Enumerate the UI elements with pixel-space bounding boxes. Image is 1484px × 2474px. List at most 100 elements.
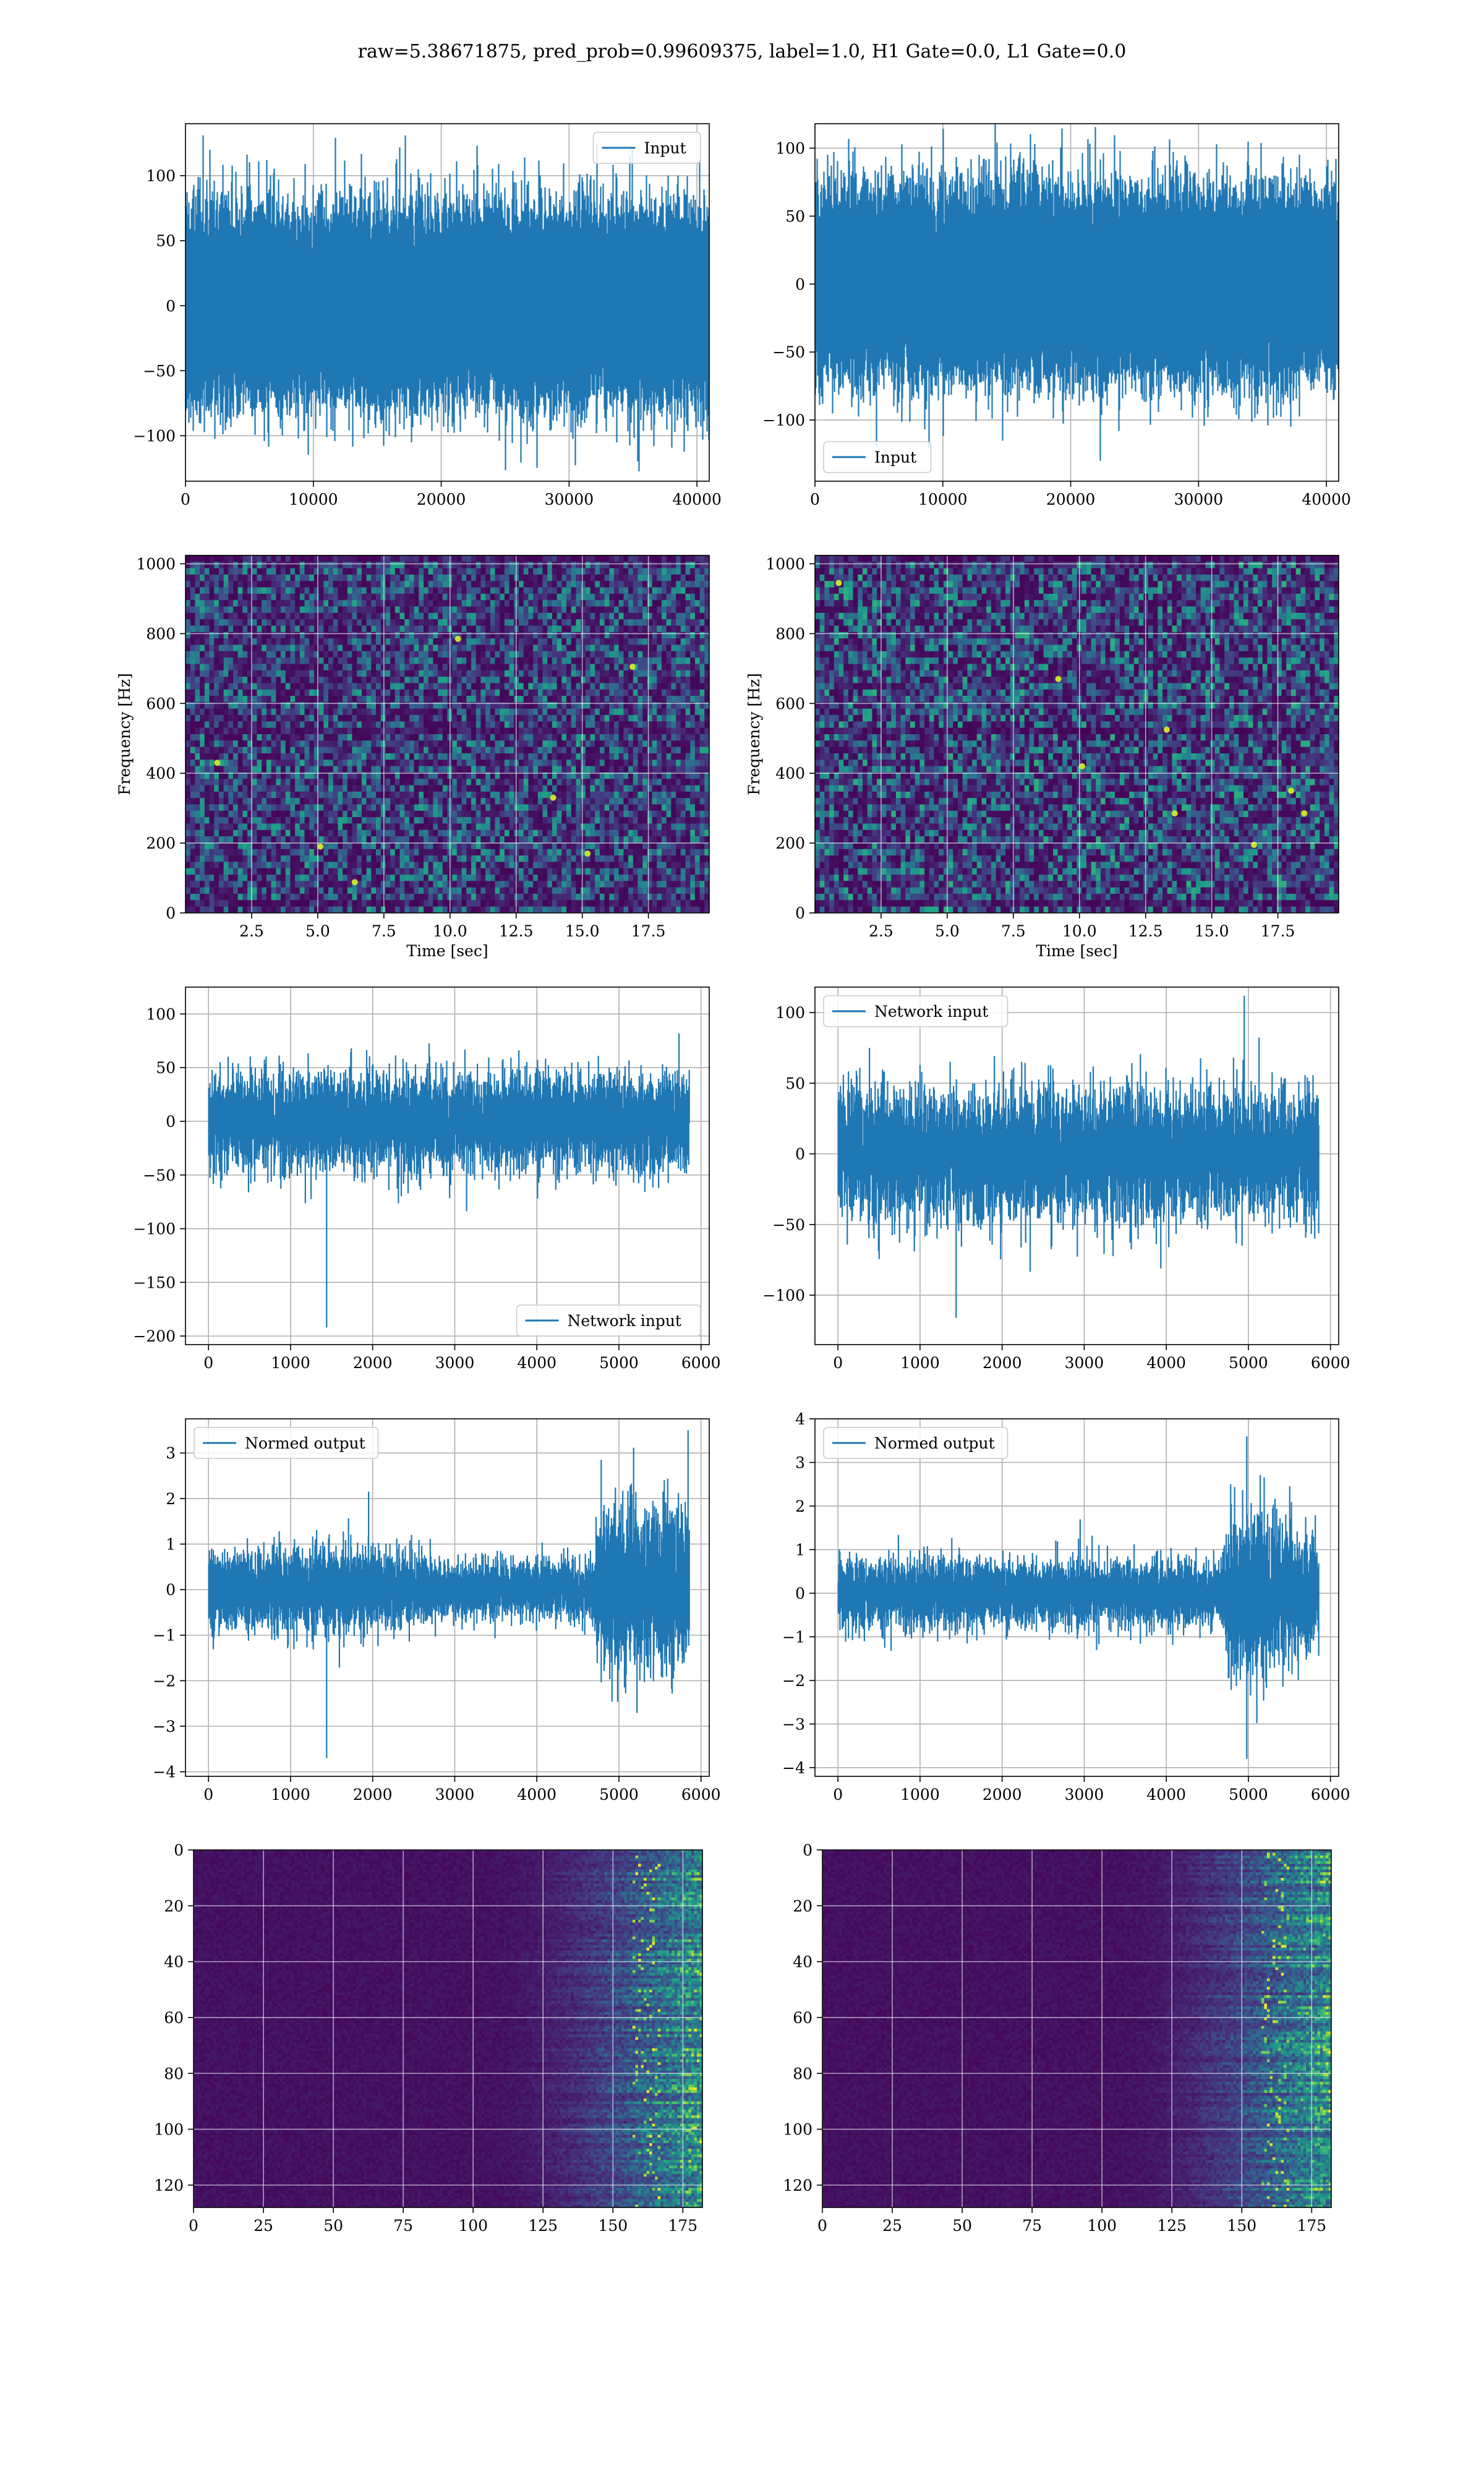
heatmap-cell <box>666 644 672 652</box>
heatmap-cell <box>204 810 210 818</box>
heatmap-cell <box>414 683 419 690</box>
heatmap-cell <box>581 581 586 588</box>
heatmap-cell <box>366 753 372 760</box>
heatmap-cell <box>609 804 615 811</box>
heatmap-cell <box>561 670 567 677</box>
heatmap-cell <box>347 791 353 798</box>
heatmap-cell <box>295 638 301 646</box>
heatmap-cell <box>542 657 548 665</box>
heatmap-cell <box>614 625 620 633</box>
heatmap-cell <box>628 823 634 831</box>
heatmap-cell <box>690 670 696 677</box>
heatmap-cell <box>214 721 220 729</box>
heatmap-cell <box>394 593 401 601</box>
heatmap-cell <box>299 689 305 696</box>
heatmap-cell <box>480 696 486 703</box>
heatmap-cell <box>380 772 386 779</box>
heatmap-cell <box>380 619 386 627</box>
heatmap-cell <box>266 804 272 811</box>
heatmap-cell <box>295 817 301 824</box>
heatmap-cell <box>475 798 481 805</box>
heatmap-cell <box>623 747 629 754</box>
heatmap-cell <box>671 644 676 652</box>
heatmap-cell <box>495 804 500 811</box>
heatmap-cell <box>595 600 600 607</box>
heatmap-cell <box>480 702 486 709</box>
heatmap-cell <box>647 696 653 703</box>
heatmap-cell <box>466 689 472 696</box>
heatmap-cell <box>595 651 600 658</box>
heatmap-cell <box>262 740 267 748</box>
heatmap-cell <box>338 677 343 684</box>
heatmap-cell <box>361 829 367 837</box>
heatmap-cell <box>304 766 310 773</box>
heatmap-cell <box>428 829 433 837</box>
heatmap-cell <box>404 593 410 601</box>
heatmap-cell <box>394 625 401 633</box>
heatmap-cell <box>614 657 620 665</box>
heatmap-cell <box>633 696 639 703</box>
heatmap-cell <box>323 683 329 690</box>
heatmap-cell <box>328 779 334 786</box>
heatmap-cell <box>452 785 458 792</box>
heatmap-cell <box>323 804 329 811</box>
heatmap-cell <box>399 747 405 754</box>
heatmap-cell <box>599 581 605 588</box>
heatmap-cell <box>214 753 220 760</box>
heatmap-cell <box>618 574 624 581</box>
heatmap-cell <box>223 753 229 760</box>
heatmap-cell <box>285 568 291 575</box>
heatmap-cell <box>419 760 424 767</box>
y-tick-label: 0 <box>795 275 805 293</box>
heatmap-cell <box>590 555 595 562</box>
heatmap-cell <box>537 791 544 798</box>
heatmap-cell <box>581 760 586 767</box>
heatmap-cell <box>338 810 343 818</box>
heatmap-cell <box>186 631 191 639</box>
heatmap-cell <box>190 715 195 722</box>
heatmap-cell <box>657 581 662 588</box>
heatmap-cell <box>694 581 701 588</box>
heatmap-cell <box>533 606 539 614</box>
heatmap-cell <box>461 683 467 690</box>
heatmap-cell <box>304 619 310 627</box>
heatmap-cell <box>609 727 615 735</box>
heatmap-cell <box>252 562 258 569</box>
heatmap-cell <box>638 651 643 658</box>
heatmap-cell <box>528 568 534 575</box>
heatmap-cell <box>223 587 229 594</box>
heatmap-cell <box>638 677 643 684</box>
heatmap-cell <box>685 785 691 792</box>
heatmap-cell <box>276 657 281 665</box>
heatmap-cell <box>571 715 576 722</box>
heatmap-cell <box>500 562 505 569</box>
heatmap-cell <box>390 708 396 716</box>
heatmap-cell <box>295 753 301 760</box>
heatmap-cell <box>576 817 581 824</box>
heatmap-cell <box>304 702 310 709</box>
heatmap-cell <box>576 568 581 575</box>
heatmap-cell <box>338 689 343 696</box>
heatmap-cell <box>638 740 643 748</box>
heatmap-cell <box>214 651 220 658</box>
heatmap-cell <box>214 587 220 594</box>
heatmap-cell <box>237 657 243 665</box>
heatmap-cell <box>195 702 200 709</box>
heatmap-cell <box>281 670 286 677</box>
heatmap-cell <box>271 593 276 601</box>
heatmap-cell <box>262 734 267 741</box>
heatmap-cell <box>223 689 229 696</box>
heatmap-cell <box>566 829 572 837</box>
heatmap-cell <box>428 823 433 831</box>
heatmap-cell <box>485 555 491 562</box>
heatmap-cell <box>480 587 486 594</box>
heatmap-cell <box>433 804 438 811</box>
heatmap-cell <box>561 657 567 665</box>
heatmap-cell <box>266 779 272 786</box>
heatmap-cell <box>218 810 224 818</box>
heatmap-cell <box>257 766 262 773</box>
heatmap-cell <box>500 715 505 722</box>
heatmap-cell <box>399 740 405 748</box>
heatmap-cell <box>638 638 643 646</box>
heatmap-cell <box>694 791 701 798</box>
